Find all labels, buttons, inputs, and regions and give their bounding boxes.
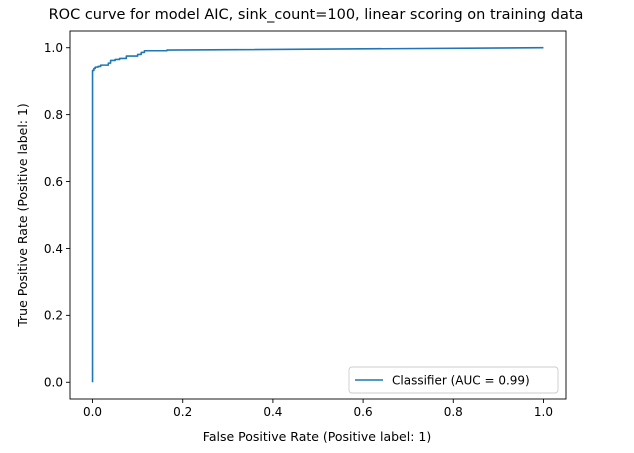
legend-label: Classifier (AUC = 0.99): [392, 374, 530, 388]
axes-frame: [69, 30, 567, 400]
y-tick-label: 0.8: [44, 108, 63, 122]
chart-title: ROC curve for model AIC, sink_count=100,…: [49, 7, 584, 23]
x-tick-label: 0.6: [354, 405, 373, 419]
x-tick-label: 0.2: [173, 405, 192, 419]
y-tick-label: 0.4: [44, 242, 63, 256]
plot-area: 0.0 0.2 0.4 0.6 0.8 1.0 0.0 0.2 0.4 0.6 0.8 1.0 Clas…: [44, 30, 567, 419]
y-tick-label: 0.6: [44, 175, 63, 189]
y-tick-label: 0.2: [44, 309, 63, 323]
x-tick-label: 0.4: [263, 405, 282, 419]
legend-box: [348, 366, 559, 394]
x-axis-label: False Positive Rate (Positive label: 1): [203, 429, 431, 444]
y-axis-label: True Positive Rate (Positive label: 1): [15, 103, 30, 328]
series-line-0: [91, 46, 544, 383]
y-tick-label: 1.0: [44, 41, 63, 55]
y-tick-label: 0.0: [44, 376, 63, 390]
x-tick-label: 0.0: [83, 405, 102, 419]
x-tick-label: 0.8: [444, 405, 463, 419]
x-tick-label: 1.0: [534, 405, 553, 419]
